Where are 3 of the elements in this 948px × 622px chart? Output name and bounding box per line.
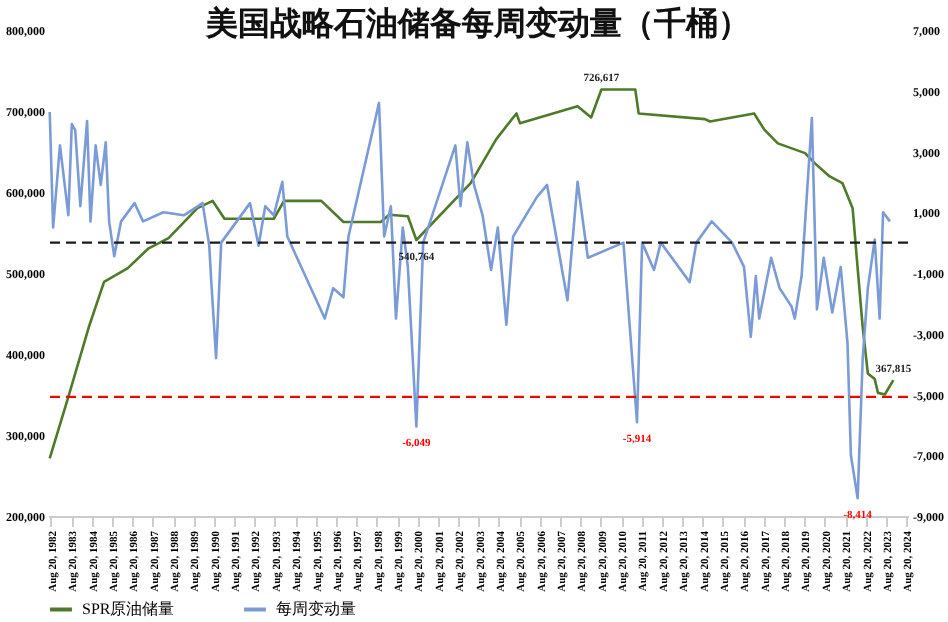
legend-label: 每周变动量 bbox=[276, 599, 356, 618]
chart-title: 美国战略石油储备每周变动量（千桶） bbox=[204, 4, 750, 42]
legend-label: SPR原油储量 bbox=[82, 599, 175, 618]
